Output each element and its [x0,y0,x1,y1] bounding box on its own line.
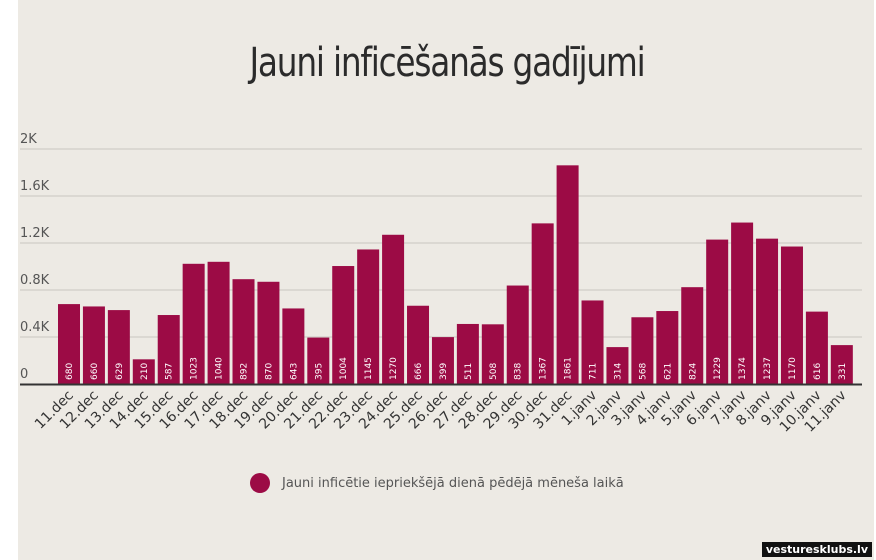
bar [107,310,130,384]
bar [431,337,454,384]
bar [681,287,704,384]
y-axis-ticks: 0 0.4K 0.8K 1.2K 1.6K 2K [20,132,50,382]
data-label: 660 [90,363,100,380]
bar [631,317,654,384]
data-label: 331 [838,363,848,380]
data-label: 1374 [738,357,748,380]
y-tick-label: 2K [20,132,37,147]
bar [456,323,479,384]
data-label: 838 [514,363,524,380]
data-label: 1237 [763,357,773,380]
data-label: 643 [289,363,299,380]
data-label: 666 [414,363,424,380]
bar [731,222,754,384]
bar [382,234,405,384]
bar [581,300,604,384]
data-label: 629 [115,363,125,380]
data-label: 1270 [389,357,399,380]
bar [357,249,380,384]
y-tick-label: 0 [20,367,28,382]
bar [307,337,330,384]
bar [182,263,205,384]
data-label: 568 [638,363,648,380]
bar [82,306,105,384]
data-label: 508 [489,363,499,380]
bar [282,308,305,384]
legend-label: Jauni inficētie iepriekšējā dienā pēdējā… [282,475,624,491]
bar [257,281,280,384]
bar [706,239,729,384]
data-label: 616 [813,363,823,380]
bar [830,345,853,384]
bar [407,305,430,384]
bar [132,359,155,384]
bars [58,165,853,384]
bar [207,261,230,384]
data-label: 1170 [788,357,798,380]
bar [606,347,629,384]
data-label: 395 [314,363,324,380]
data-label: 1040 [215,357,225,380]
y-tick-label: 0.8K [20,273,50,288]
data-label: 892 [240,363,250,380]
bar [756,238,779,384]
bar [780,246,803,384]
data-label: 314 [613,363,623,380]
legend-swatch [250,473,270,493]
bar [805,311,828,384]
y-tick-label: 1.6K [20,179,50,194]
data-label: 824 [688,363,698,380]
data-label: 711 [589,363,599,380]
bar [332,266,355,384]
watermark: vesturesklubs.lv [761,542,872,557]
data-label: 621 [663,363,673,380]
y-tick-label: 0.4K [20,320,50,335]
data-label: 399 [439,363,449,380]
data-label: 1367 [539,357,549,380]
data-label: 587 [165,363,175,380]
legend: Jauni inficētie iepriekšējā dienā pēdējā… [250,472,624,494]
bar [481,324,504,384]
data-label: 870 [264,363,274,380]
data-label: 1145 [364,357,374,380]
bar [556,165,579,384]
data-label: 210 [140,363,150,380]
data-label: 680 [65,363,75,380]
y-tick-label: 1.2K [20,226,50,241]
chart-title: Jauni inficēšanās gadījumi [249,40,645,86]
bar [157,315,180,384]
data-label: 1229 [713,357,723,380]
data-label: 1861 [564,357,574,380]
bar [656,311,679,384]
data-label: 1023 [190,357,200,380]
data-label: 1004 [339,357,349,380]
data-labels: 680 660 629 210 587 1023 1040 892 870 643 395 1004 1… [65,357,848,380]
bar [232,279,255,384]
x-axis-ticks: 11.dec12.dec13.dec14.dec15.dec16.dec17.d… [32,388,850,436]
bar [58,304,80,384]
bar [506,285,529,384]
bar [531,223,554,384]
data-label: 511 [464,363,474,380]
